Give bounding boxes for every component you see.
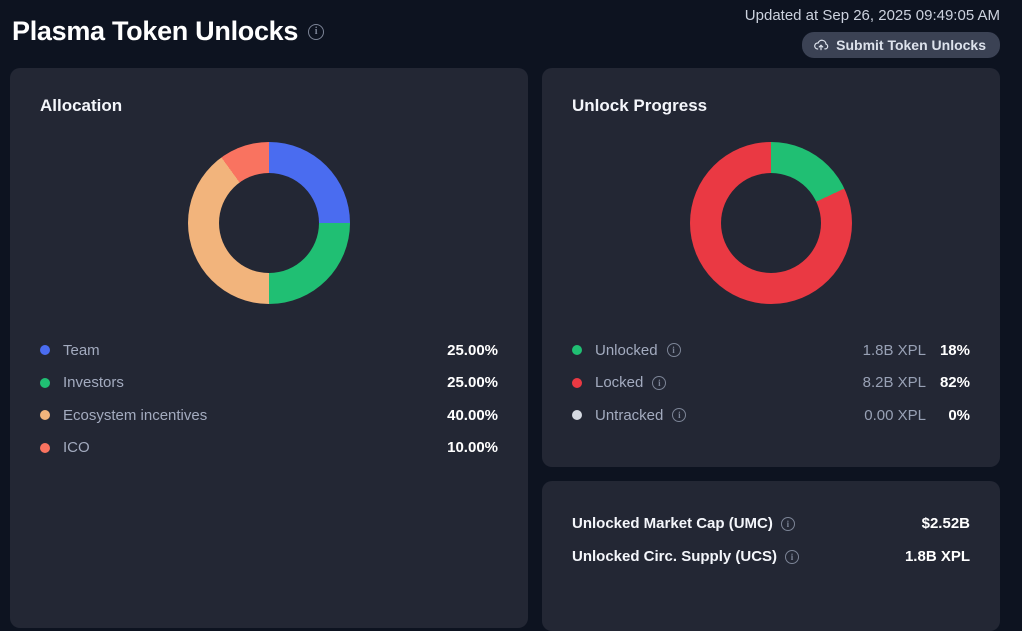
- untracked-label: Untracked: [595, 406, 664, 424]
- investors-value: 25.00%: [447, 374, 498, 392]
- unlocked-amount: 1.8B XPL: [862, 341, 926, 359]
- legend-row-locked[interactable]: Locked 8.2B XPL 82%: [572, 367, 970, 400]
- unlock-progress-legend: Unlocked 1.8B XPL 18% Locked 8.2B XPL 82…: [572, 334, 970, 432]
- unlocked-label: Unlocked: [595, 341, 658, 359]
- right-column: Unlock Progress Unlocked 1.8B XPL 18% Lo…: [542, 68, 1000, 631]
- untracked-color-dot: [572, 410, 582, 421]
- locked-label: Locked: [595, 374, 644, 392]
- unlock-progress-card: Unlock Progress Unlocked 1.8B XPL 18% Lo…: [542, 68, 1000, 467]
- investors-label: Investors: [63, 374, 124, 392]
- legend-row-unlocked[interactable]: Unlocked 1.8B XPL 18%: [572, 334, 970, 367]
- team-color-dot: [40, 345, 50, 356]
- unlocked-color-dot: [572, 345, 582, 356]
- main-content: Allocation Team 25.00% Investors 25.00% …: [0, 68, 1022, 631]
- header-right: Updated at Sep 26, 2025 09:49:05 AM Subm…: [745, 6, 1000, 58]
- ecosystem-incentives-value: 40.00%: [447, 406, 498, 424]
- ico-label: ICO: [63, 439, 90, 457]
- allocation-card: Allocation Team 25.00% Investors 25.00% …: [10, 68, 528, 628]
- submit-button-label: Submit Token Unlocks: [836, 37, 986, 53]
- locked-color-dot: [572, 377, 582, 388]
- locked-percent: 82%: [939, 374, 970, 392]
- unlocked-info-icon[interactable]: [666, 343, 681, 358]
- allocation-legend: Team 25.00% Investors 25.00% Ecosystem i…: [40, 334, 498, 464]
- untracked-percent: 0%: [948, 406, 970, 424]
- unlocked-stats-card: Unlocked Market Cap (UMC) $2.52B Unlocke…: [542, 481, 1000, 631]
- ecosystem-incentives-label: Ecosystem incentives: [63, 406, 208, 424]
- ecosystem-incentives-color-dot: [40, 410, 50, 421]
- ico-color-dot: [40, 442, 50, 453]
- team-value: 25.00%: [447, 341, 498, 359]
- umc-value: $2.52B: [921, 515, 970, 532]
- legend-row-ecosystem-incentives[interactable]: Ecosystem incentives 40.00%: [40, 399, 498, 432]
- ucs-value: 1.8B XPL: [904, 548, 970, 565]
- ucs-info-icon[interactable]: [785, 549, 800, 564]
- umc-info-icon[interactable]: [780, 516, 795, 531]
- submit-token-unlocks-button[interactable]: Submit Token Unlocks: [802, 32, 1000, 58]
- untracked-info-icon[interactable]: [672, 408, 687, 423]
- ucs-row: Unlocked Circ. Supply (UCS) 1.8B XPL: [572, 540, 970, 573]
- allocation-card-title: Allocation: [40, 96, 123, 115]
- ico-value: 10.00%: [447, 439, 498, 457]
- unlocked-percent: 18%: [939, 341, 970, 359]
- unlock-progress-card-title: Unlock Progress: [572, 96, 708, 115]
- legend-row-ico[interactable]: ICO 10.00%: [40, 432, 498, 465]
- updated-timestamp: Updated at Sep 26, 2025 09:49:05 AM: [744, 7, 1000, 24]
- page-header: Plasma Token Unlocks Updated at Sep 26, …: [0, 0, 1022, 68]
- ucs-label: Unlocked Circ. Supply (UCS): [572, 548, 778, 565]
- cloud-upload-icon: [814, 39, 829, 51]
- unlock-progress-donut-wrap: [572, 142, 970, 304]
- umc-row: Unlocked Market Cap (UMC) $2.52B: [572, 507, 970, 540]
- umc-label: Unlocked Market Cap (UMC): [572, 515, 773, 532]
- legend-row-team[interactable]: Team 25.00%: [40, 334, 498, 367]
- page-title-wrap: Plasma Token Unlocks: [12, 16, 325, 47]
- unlock-progress-donut-hole: [721, 173, 821, 273]
- allocation-donut-hole: [219, 173, 319, 273]
- untracked-amount: 0.00 XPL: [864, 406, 926, 424]
- allocation-donut-wrap: [40, 142, 498, 304]
- team-label: Team: [63, 341, 100, 359]
- legend-row-untracked[interactable]: Untracked 0.00 XPL 0%: [572, 399, 970, 432]
- allocation-donut-chart[interactable]: [188, 142, 350, 304]
- legend-row-investors[interactable]: Investors 25.00%: [40, 367, 498, 400]
- locked-amount: 8.2B XPL: [862, 374, 926, 392]
- page-title: Plasma Token Unlocks: [12, 16, 299, 46]
- locked-info-icon[interactable]: [652, 375, 667, 390]
- unlock-progress-donut-chart[interactable]: [690, 142, 852, 304]
- title-info-icon[interactable]: [308, 23, 325, 40]
- investors-color-dot: [40, 377, 50, 388]
